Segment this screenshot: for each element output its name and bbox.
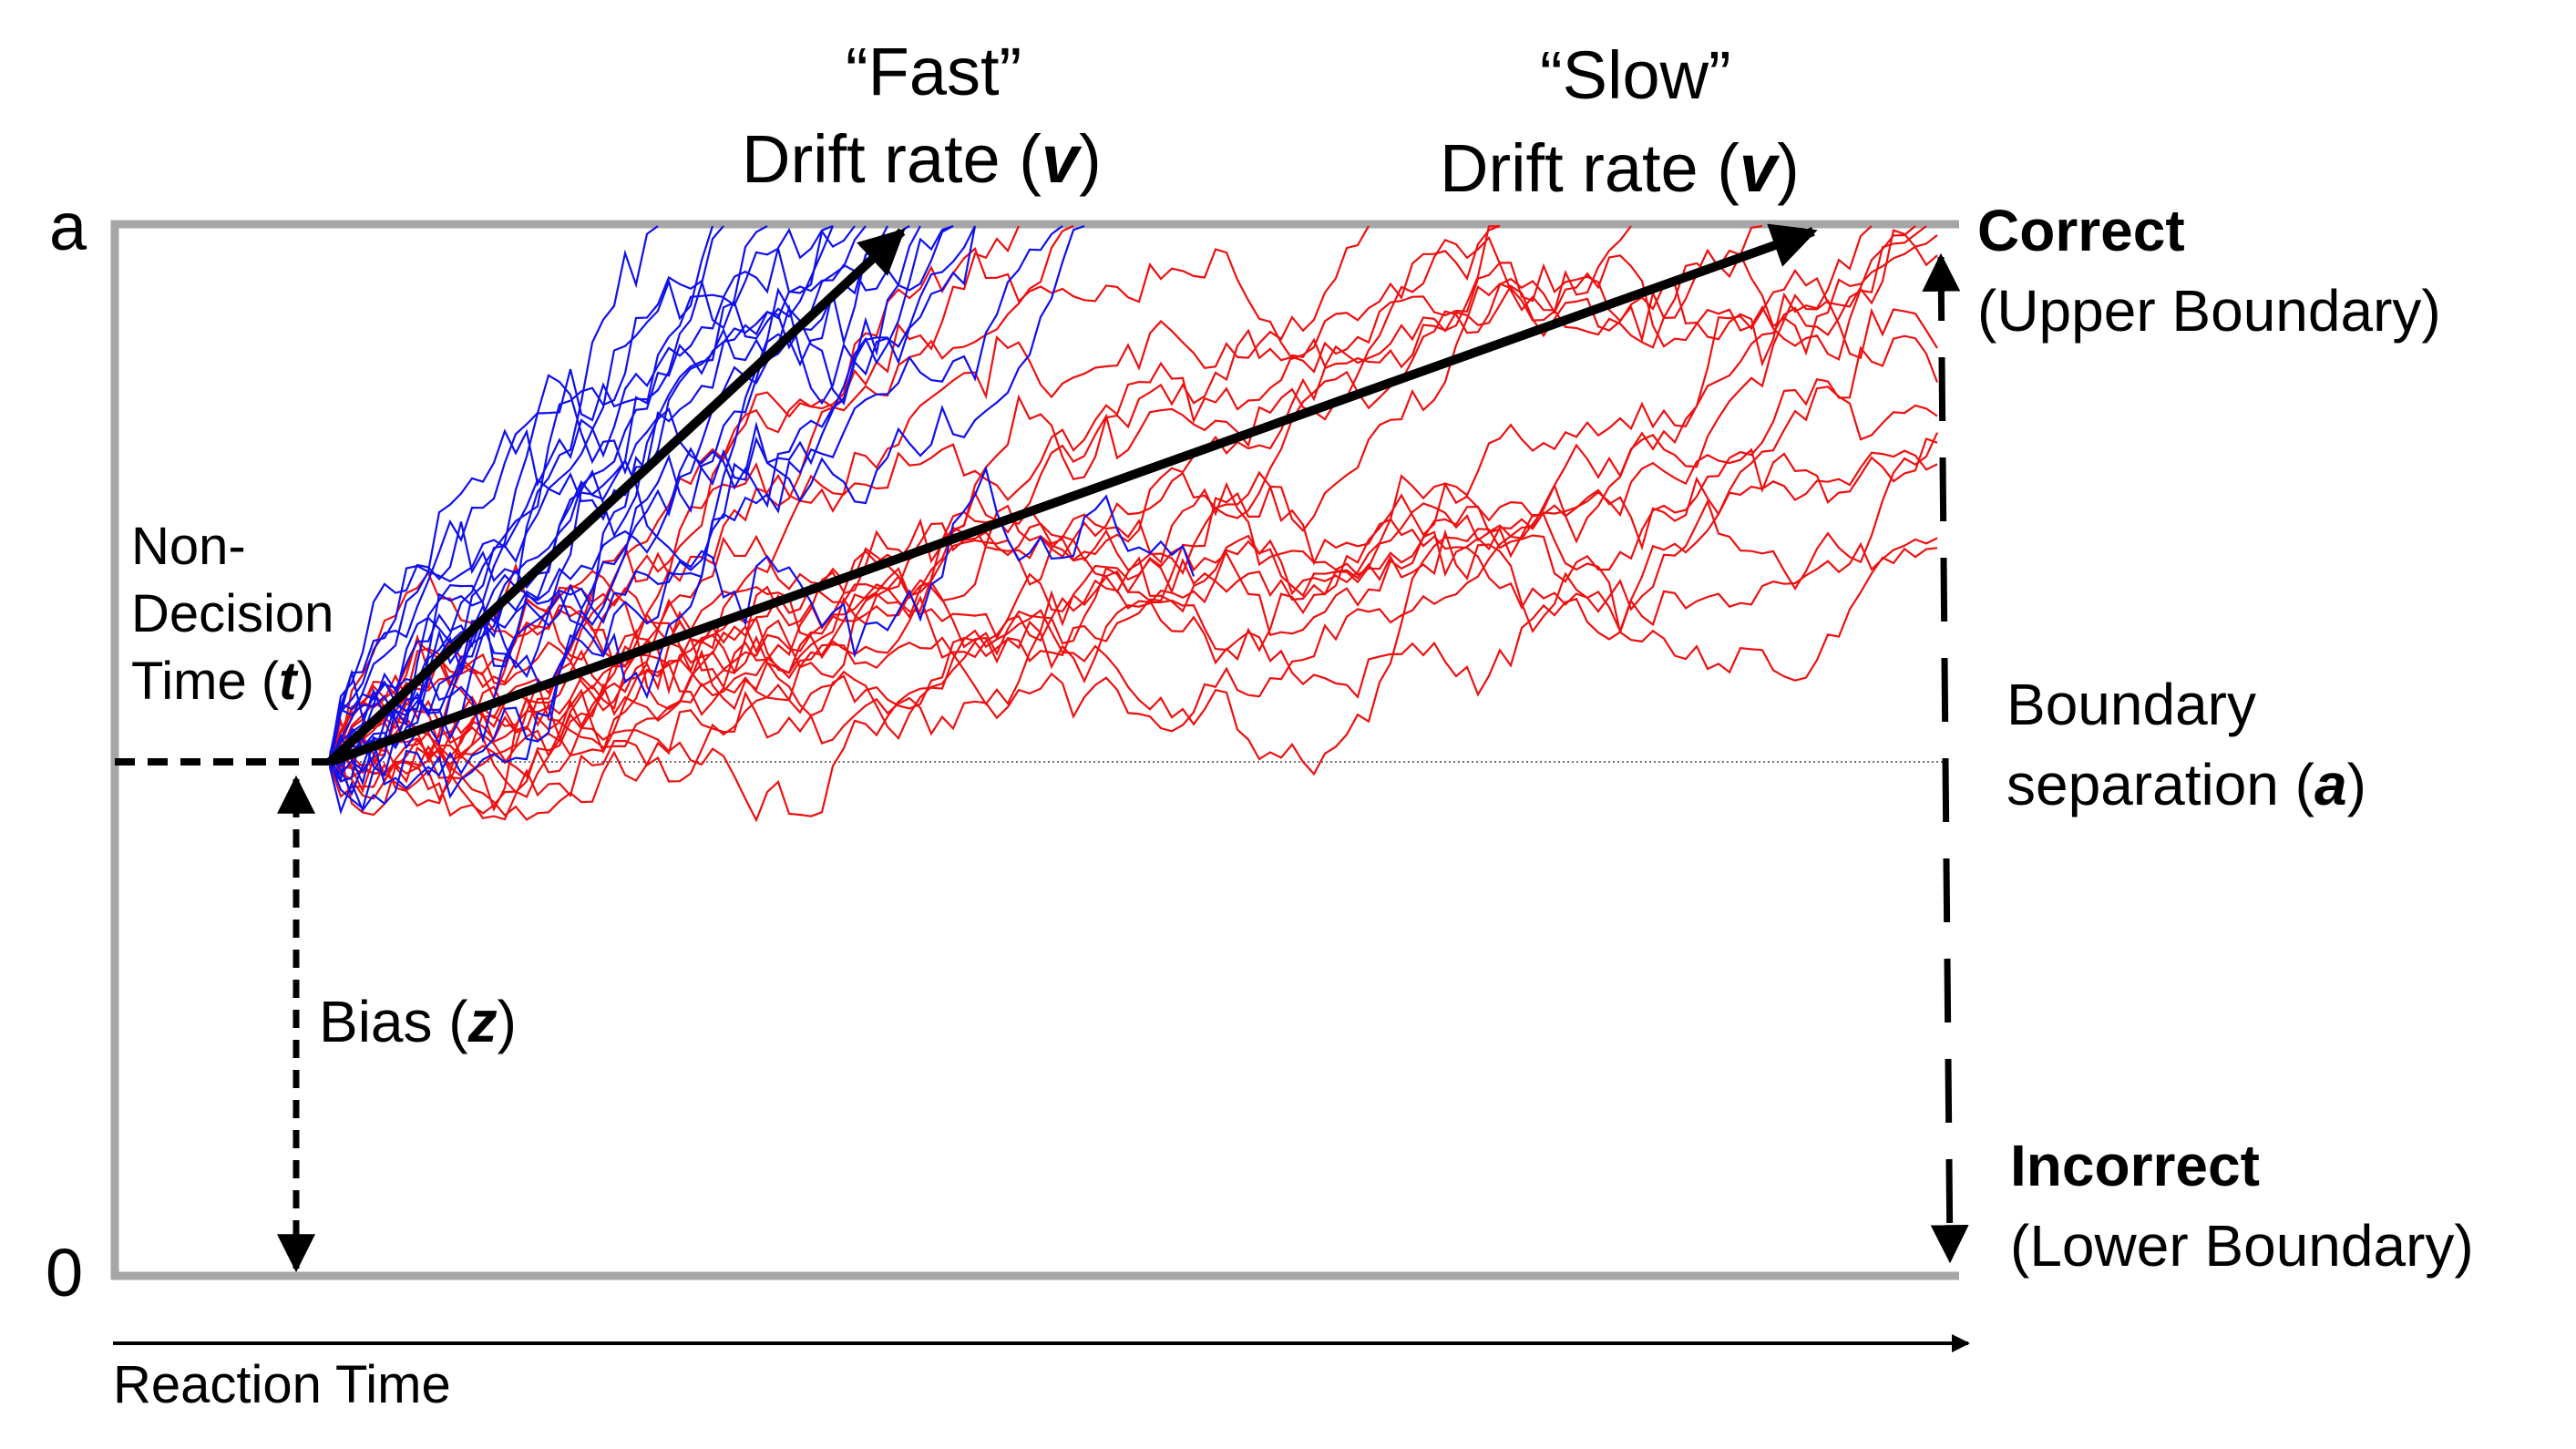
slow-drift-path-2 [329, 432, 1939, 761]
reaction-time-label: Reaction Time [113, 1355, 451, 1414]
fast-drift-label: Drift rate (v) [742, 121, 1102, 197]
slow-drift-path-6 [329, 229, 1938, 817]
slow-drift-path-11 [329, 225, 1021, 769]
upper-axis-tick: a [49, 189, 87, 264]
incorrect-label: Incorrect [2010, 1133, 2260, 1198]
slow-drift-paths [328, 224, 1939, 823]
fast-drift-path-15 [329, 225, 1063, 767]
fast-drift-path-6 [329, 458, 1196, 764]
slow-drift-path-17 [328, 225, 1370, 761]
slow-drift-path-18 [328, 502, 1938, 821]
fast-drift-path-1 [328, 225, 954, 764]
non-decision-label-line3: Time (t) [131, 652, 314, 711]
fast-drift-path-12 [329, 225, 921, 776]
fast-drift-path-16 [328, 225, 724, 756]
correct-label: Correct [1977, 198, 2185, 263]
slow-drift-path-3 [329, 225, 1873, 780]
slow-drift-path-14 [329, 293, 1938, 821]
slow-drift-path-9 [329, 537, 1938, 800]
slow-drift-label: Drift rate (v) [1440, 130, 1800, 206]
upper-boundary-label: (Upper Boundary) [1977, 278, 2441, 344]
fast-drift-path-10 [328, 225, 835, 768]
lower-axis-tick: 0 [46, 1235, 84, 1310]
non-decision-label-line1: Non- [131, 517, 246, 576]
fast-drift-arrow [326, 228, 906, 766]
bias-label: Bias (z) [319, 989, 517, 1054]
boundary-separation-arrow [1922, 252, 1969, 1264]
fast-drift-path-2 [328, 224, 954, 810]
fast-drift-path-9 [328, 225, 977, 762]
slow-drift-path-7 [329, 334, 1939, 823]
fast-drift-path-14 [329, 225, 888, 777]
slow-drift-path-19 [329, 225, 1927, 763]
fast-drift-path-11 [328, 225, 714, 760]
fast-drift-paths [328, 224, 1196, 816]
fast-drift-path-7 [328, 225, 910, 761]
lower-boundary-label: (Lower Boundary) [2010, 1213, 2474, 1279]
slow-drift-path-15 [329, 385, 1938, 772]
slow-drift-arrow [328, 223, 1818, 766]
non-decision-label-line2: Decision [131, 584, 334, 643]
slow-drift-path-5 [329, 224, 1763, 817]
slow-drift-path-1 [329, 225, 1074, 762]
slow-drift-path-4 [328, 225, 1916, 760]
slow-drift-path-8 [329, 437, 1938, 757]
slow-drift-path-12 [329, 224, 1501, 763]
slow-drift-path-20 [329, 225, 1632, 775]
slow-title: “Slow” [1540, 37, 1731, 113]
separation-label: separation (a) [2006, 752, 2366, 817]
fast-drift-path-18 [328, 225, 976, 816]
boundary-label: Boundary [2006, 672, 2256, 737]
fast-title: “Fast” [846, 34, 1022, 109]
